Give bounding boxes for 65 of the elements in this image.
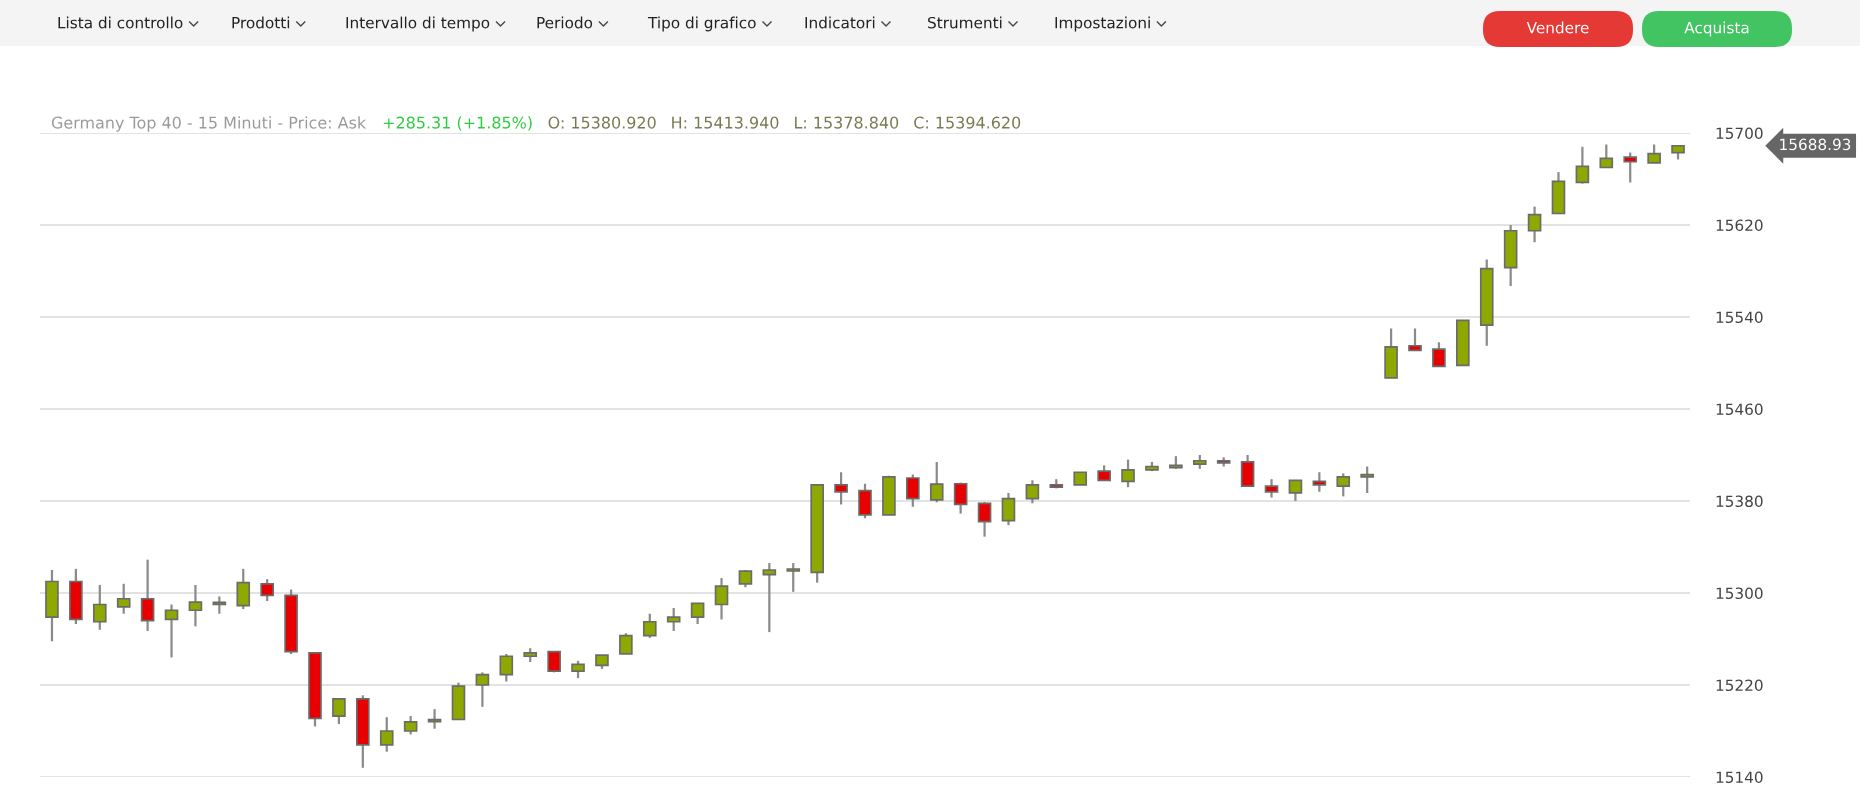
candlestick — [1312, 471, 1327, 493]
text: L: 15378.840 — [795, 116, 899, 129]
candlestick — [499, 652, 514, 683]
candlestick — [977, 501, 992, 538]
y-tick-label: 15620 — [1716, 219, 1763, 232]
candlestick — [1121, 458, 1135, 489]
candlestick — [475, 671, 490, 708]
y-tick-label: 15380 — [1716, 495, 1763, 508]
candlestick — [427, 708, 442, 730]
candlestick — [1623, 151, 1638, 184]
text: Strumenti — [928, 16, 1002, 29]
chart-title: Germany Top 40 - 15 Minuti - Price: Ask — [51, 116, 367, 132]
candlestick — [1647, 143, 1661, 165]
candlestick — [1360, 465, 1374, 495]
candlestick — [1575, 145, 1590, 185]
y-tick-label: 15460 — [1716, 403, 1763, 416]
y-tick-label: 15540 — [1716, 311, 1763, 324]
candlestick — [188, 583, 203, 628]
text: Periodo — [537, 16, 593, 29]
candlestick — [260, 578, 274, 603]
candlestick — [140, 558, 155, 633]
text: C: 15394.620 — [914, 116, 1021, 129]
text: Acquista — [1684, 21, 1749, 37]
text: 15688.93 — [1780, 138, 1851, 151]
candlestick — [379, 716, 394, 753]
y-tick-label: 15700 — [1716, 127, 1763, 140]
text: Lista di controllo — [58, 16, 183, 29]
text: Intervallo di tempo — [346, 16, 490, 32]
candlestick — [1025, 479, 1040, 505]
candlestick — [929, 460, 944, 504]
candlestick — [619, 632, 633, 656]
text: Prodotti — [232, 16, 290, 29]
candlestick — [1336, 472, 1351, 498]
candlestick — [666, 606, 681, 633]
text: Indicatori — [805, 16, 875, 29]
candlestick — [714, 576, 729, 621]
candlestick — [1001, 491, 1016, 527]
y-tick-label: 15300 — [1716, 587, 1763, 600]
candlestick — [690, 602, 705, 626]
candlestick — [1288, 479, 1303, 503]
candlestick — [642, 612, 657, 639]
candlestick — [1264, 478, 1279, 499]
candlestick — [1408, 327, 1422, 352]
candlestick — [164, 603, 179, 659]
candlestick — [116, 582, 131, 615]
candlestick — [953, 481, 968, 515]
candlestick — [332, 697, 346, 726]
y-tick-label: 15220 — [1716, 679, 1763, 692]
text: +285.31 (+1.85%) — [383, 116, 532, 131]
candlestick — [92, 583, 107, 631]
text: H: 15413.940 — [672, 116, 779, 129]
candlestick — [403, 714, 418, 736]
text: Impostazioni — [1055, 16, 1150, 32]
candlestick — [1527, 205, 1542, 244]
candlestick — [834, 471, 848, 506]
text: Tipo di grafico — [647, 16, 756, 32]
candlestick — [762, 561, 777, 634]
candlestick — [906, 473, 920, 508]
candlestick — [236, 567, 251, 611]
text: O: 15380.920 — [548, 116, 656, 129]
candlestick — [1432, 341, 1446, 368]
y-tick-label: 15140 — [1716, 771, 1763, 784]
text: Vendere — [1526, 21, 1589, 34]
candlestick — [1599, 143, 1614, 169]
candlestick — [786, 561, 801, 593]
